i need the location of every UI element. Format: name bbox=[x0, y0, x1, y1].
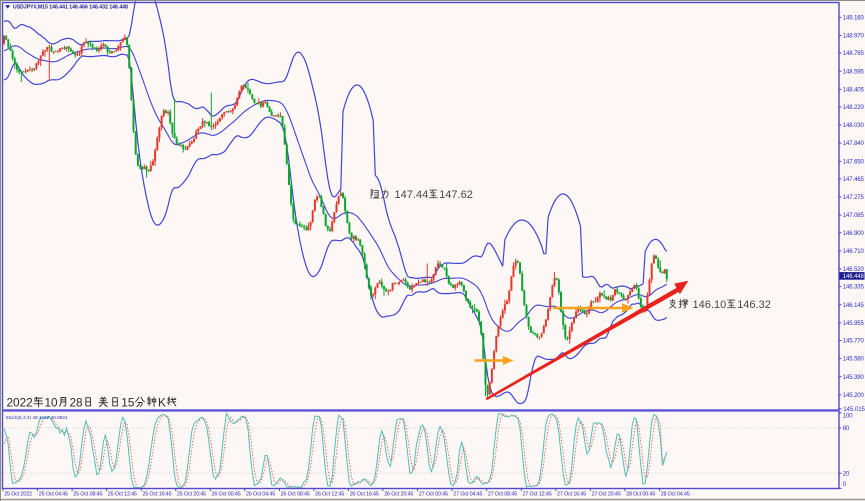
svg-text:147.650: 147.650 bbox=[843, 159, 865, 165]
svg-text:145.390: 145.390 bbox=[843, 375, 865, 381]
svg-text:145.580: 145.580 bbox=[843, 357, 865, 363]
svg-text:25 Oct 20:45: 25 Oct 20:45 bbox=[177, 492, 206, 498]
svg-text:25 Oct 08:45: 25 Oct 08:45 bbox=[73, 492, 102, 498]
svg-text:28 Oct 04:45: 28 Oct 04:45 bbox=[661, 492, 690, 498]
svg-text:27 Oct 04:45: 27 Oct 04:45 bbox=[453, 492, 482, 498]
svg-text:146.448: 146.448 bbox=[843, 274, 865, 280]
svg-text:148.785: 148.785 bbox=[843, 51, 865, 57]
svg-text:149.160: 149.160 bbox=[843, 15, 865, 21]
svg-text:148.970: 148.970 bbox=[843, 34, 865, 40]
svg-text:27 Oct 08:45: 27 Oct 08:45 bbox=[488, 492, 517, 498]
svg-text:27 Oct 00:45: 27 Oct 00:45 bbox=[419, 492, 448, 498]
svg-text:26 Oct 00:45: 26 Oct 00:45 bbox=[212, 492, 241, 498]
svg-text:15: 15 bbox=[121, 395, 135, 409]
svg-text:148.405: 148.405 bbox=[843, 87, 865, 93]
svg-text:26 Oct 16:45: 26 Oct 16:45 bbox=[350, 492, 379, 498]
svg-text:146.520: 146.520 bbox=[843, 267, 865, 273]
svg-text:28 Oct 00:45: 28 Oct 00:45 bbox=[626, 492, 655, 498]
svg-text:10: 10 bbox=[45, 395, 59, 409]
svg-text:148.030: 148.030 bbox=[843, 123, 865, 129]
svg-text:2022: 2022 bbox=[7, 395, 33, 409]
svg-text:146.32: 146.32 bbox=[737, 299, 771, 311]
svg-text:147.465: 147.465 bbox=[843, 177, 865, 183]
svg-text:K: K bbox=[158, 395, 166, 409]
svg-text:146.145: 146.145 bbox=[843, 303, 865, 309]
svg-text:26 Oct 20:45: 26 Oct 20:45 bbox=[384, 492, 413, 498]
svg-text:147.840: 147.840 bbox=[843, 141, 865, 147]
svg-text:26 Oct 08:45: 26 Oct 08:45 bbox=[281, 492, 310, 498]
svg-text:146.900: 146.900 bbox=[843, 231, 865, 237]
svg-text:100: 100 bbox=[843, 414, 853, 420]
svg-text:145.955: 145.955 bbox=[843, 321, 865, 327]
svg-text:147.085: 147.085 bbox=[843, 213, 865, 219]
svg-text:145.200: 145.200 bbox=[843, 393, 865, 399]
svg-text:145.770: 145.770 bbox=[843, 339, 865, 345]
svg-text:147.44: 147.44 bbox=[392, 189, 429, 201]
svg-text:28: 28 bbox=[70, 395, 84, 409]
svg-text:27 Oct 20:45: 27 Oct 20:45 bbox=[592, 492, 621, 498]
svg-text:26 Oct 04:45: 26 Oct 04:45 bbox=[246, 492, 275, 498]
svg-text:80: 80 bbox=[843, 426, 850, 432]
svg-text:25 Oct 16:45: 25 Oct 16:45 bbox=[142, 492, 171, 498]
svg-text:146.10: 146.10 bbox=[690, 299, 727, 311]
svg-text:26 Oct 12:45: 26 Oct 12:45 bbox=[315, 492, 344, 498]
svg-text:147.275: 147.275 bbox=[843, 195, 865, 201]
svg-text:148.220: 148.220 bbox=[843, 105, 865, 111]
svg-text:146.335: 146.335 bbox=[843, 285, 865, 291]
svg-text:0: 0 bbox=[843, 482, 847, 488]
svg-text:27 Oct 12:45: 27 Oct 12:45 bbox=[523, 492, 552, 498]
svg-text:USDJPY#,M15 146.441 146.466 1: USDJPY#,M15 146.441 146.466 146.432 146.… bbox=[13, 5, 128, 11]
svg-text:20: 20 bbox=[843, 471, 850, 477]
svg-text:25 Oct 12:45: 25 Oct 12:45 bbox=[108, 492, 137, 498]
svg-text:147.62: 147.62 bbox=[439, 189, 473, 201]
svg-text:25 Oct 04:45: 25 Oct 04:45 bbox=[39, 492, 68, 498]
svg-text:148.595: 148.595 bbox=[843, 69, 865, 75]
svg-text:Stoch(5,3,3) 48.1742 46.9821: Stoch(5,3,3) 48.1742 46.9821 bbox=[6, 415, 68, 420]
svg-text:25 Oct 2022: 25 Oct 2022 bbox=[4, 492, 32, 498]
svg-text:145.015: 145.015 bbox=[843, 407, 865, 413]
svg-text:146.710: 146.710 bbox=[843, 249, 865, 255]
svg-text:27 Oct 16:45: 27 Oct 16:45 bbox=[557, 492, 586, 498]
